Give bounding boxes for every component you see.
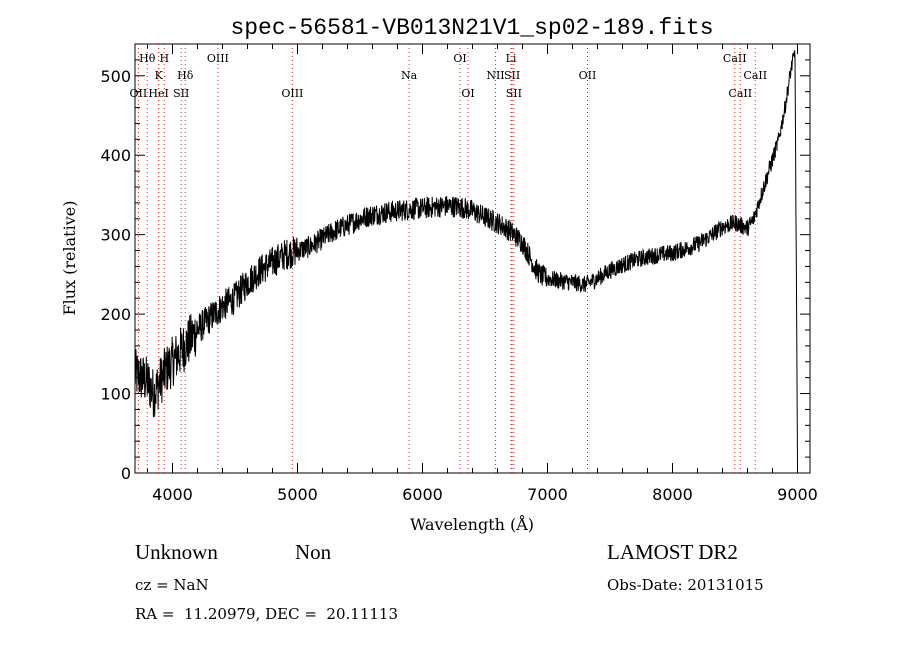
y-tick-label: 500 bbox=[100, 67, 131, 86]
marker-label: OI bbox=[453, 52, 466, 65]
marker-label: Hθ bbox=[139, 52, 156, 65]
marker-label: HeI bbox=[148, 87, 168, 100]
marker-label: NII bbox=[486, 69, 504, 82]
x-tick-label: 9000 bbox=[777, 485, 818, 504]
marker-label: OIII bbox=[207, 52, 229, 65]
y-tick-label: 100 bbox=[100, 385, 131, 404]
marker-label: CaII bbox=[728, 87, 752, 100]
y-tick-label: 300 bbox=[100, 226, 131, 245]
x-axis-label: Wavelength (Å) bbox=[410, 514, 534, 534]
marker-label: OI bbox=[461, 87, 474, 100]
marker-label: Li bbox=[506, 52, 517, 65]
subclass-label: Non bbox=[295, 540, 332, 564]
x-tick-label: 5000 bbox=[277, 485, 318, 504]
marker-label: SII bbox=[173, 87, 189, 100]
y-tick-label: 200 bbox=[100, 305, 131, 324]
marker-label: CaII bbox=[743, 69, 767, 82]
marker-label: OIII bbox=[281, 87, 303, 100]
y-tick-label: 400 bbox=[100, 146, 131, 165]
axes: 4000 5000 6000 7000 8000 9000 0 100 200 300 400 500 bbox=[100, 43, 818, 504]
marker-label: Na bbox=[401, 69, 418, 82]
plot-frame bbox=[134, 43, 811, 474]
class-label: Unknown bbox=[135, 540, 218, 564]
marker-label: H bbox=[159, 52, 169, 65]
marker-label: OII bbox=[130, 87, 148, 100]
marker-label: K bbox=[155, 69, 164, 82]
coordinates-text: RA = 11.20979, DEC = 20.11113 bbox=[135, 605, 399, 623]
spectrum-line bbox=[134, 50, 798, 466]
marker-label: Hδ bbox=[177, 69, 194, 82]
marker-label: SII bbox=[504, 69, 520, 82]
marker-label: OII bbox=[579, 69, 597, 82]
redshift-text: cz = NaN bbox=[135, 576, 209, 594]
chart-title: spec-56581-VB013N21V1_sp02-189.fits bbox=[230, 15, 713, 41]
x-tick-label: 7000 bbox=[527, 485, 568, 504]
y-axis-label: Flux (relative) bbox=[60, 201, 79, 316]
marker-label: SII bbox=[506, 87, 522, 100]
obs-date-text: Obs-Date: 20131015 bbox=[607, 576, 764, 594]
survey-label: LAMOST DR2 bbox=[607, 540, 738, 564]
x-tick-label: 6000 bbox=[402, 485, 443, 504]
marker-label: CaII bbox=[723, 52, 747, 65]
x-tick-label: 4000 bbox=[152, 485, 193, 504]
y-tick-label: 0 bbox=[121, 464, 131, 483]
x-tick-label: 8000 bbox=[652, 485, 693, 504]
